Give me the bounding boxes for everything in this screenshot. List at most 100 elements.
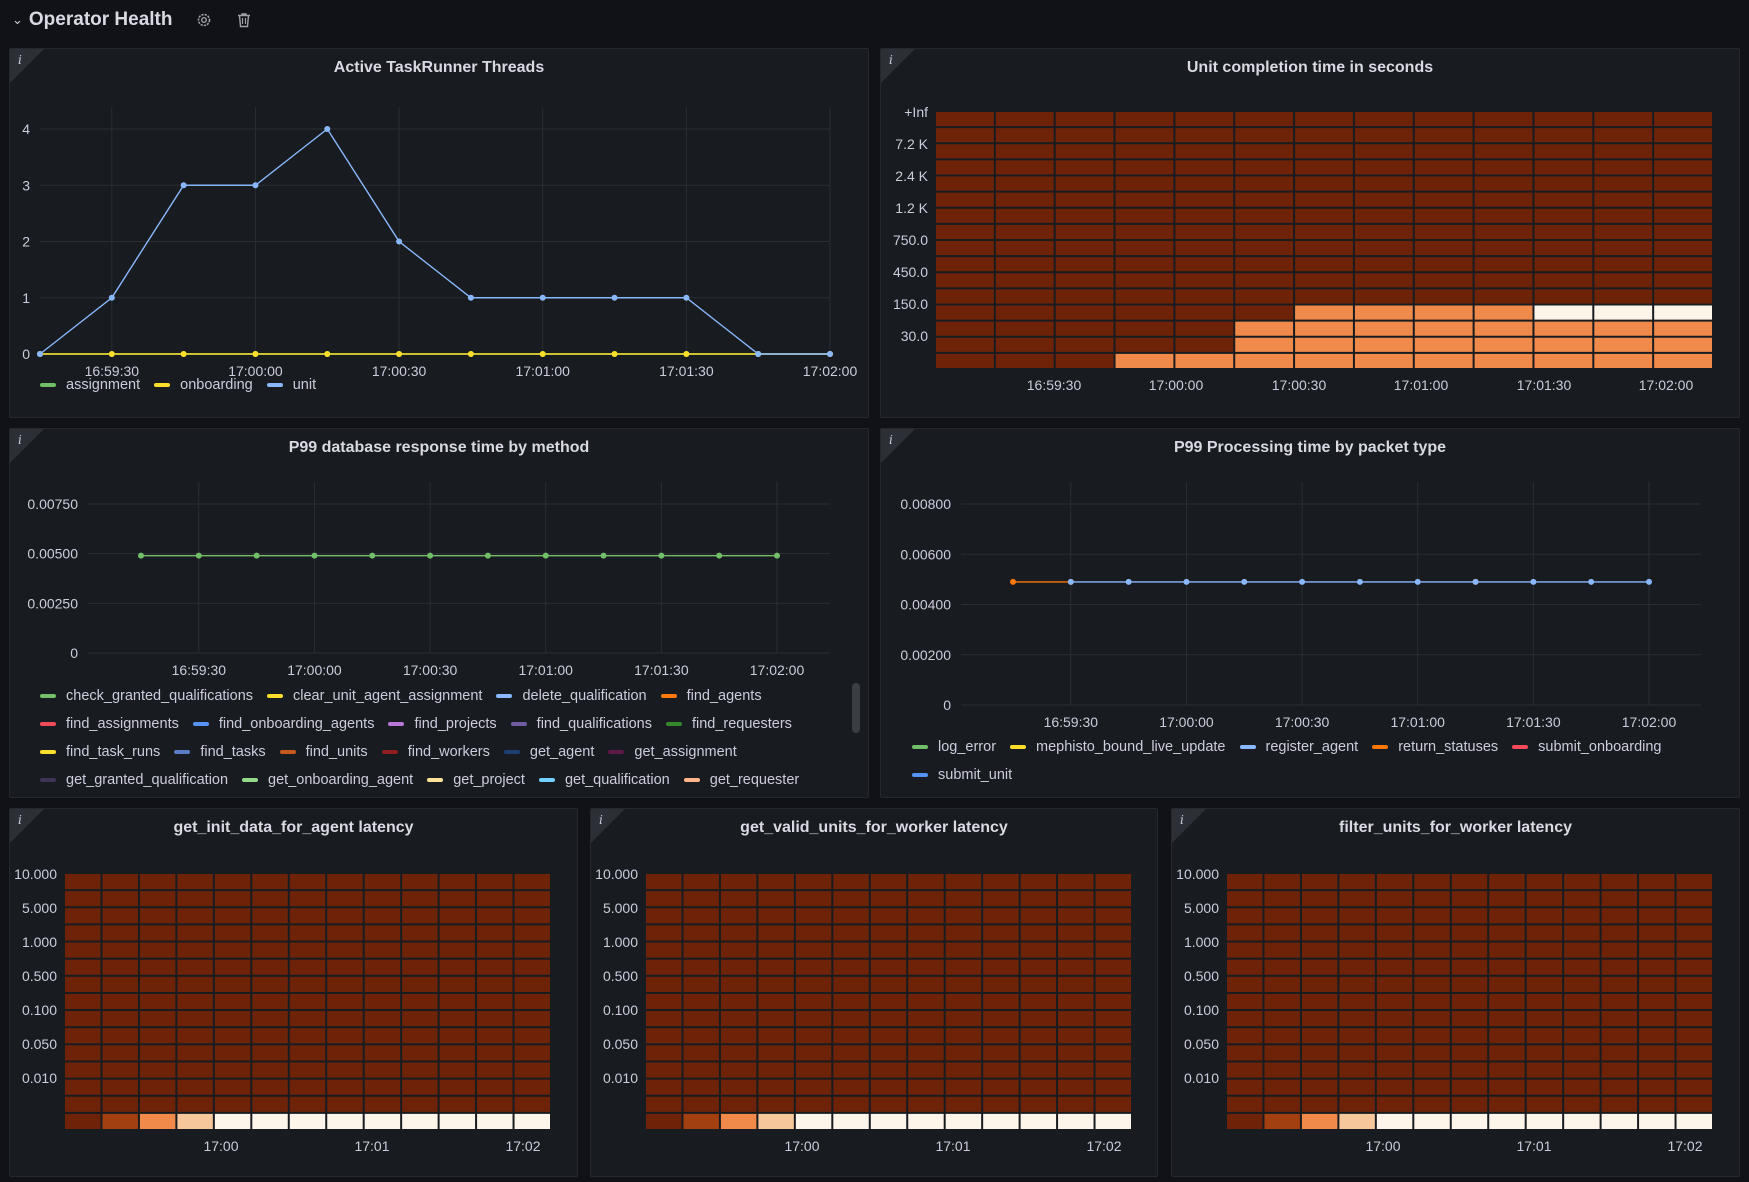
panel-title[interactable]: Active TaskRunner Threads [333, 59, 545, 76]
panel-title[interactable]: P99 Processing time by packet type [1173, 439, 1447, 456]
heatmap-cell [936, 241, 994, 256]
y-tick-label: 0.00400 [900, 597, 951, 613]
heatmap-cell [65, 976, 101, 992]
x-tick-label: 17:01:30 [1517, 377, 1572, 393]
info-icon[interactable]: i [599, 813, 603, 827]
panel-active-taskrunner-threads[interactable]: i Active TaskRunner Threads 0 1 2 3 4 16:59:3… [9, 48, 869, 418]
panel-title[interactable]: P99 database response time by method [288, 439, 590, 456]
legend-item-return_statuses[interactable]: return_statuses [1372, 733, 1498, 761]
legend-item-log_error[interactable]: log_error [912, 733, 996, 761]
heatmap-cell [646, 1062, 682, 1078]
panel-p99-processing-time[interactable]: i P99 Processing time by packet type 0 0.… [880, 428, 1740, 798]
legend-item-register_agent[interactable]: register_agent [1239, 733, 1358, 761]
panel-filter-units-latency[interactable]: i filter_units_for_worker latency 10.000… [1171, 808, 1740, 1177]
info-icon[interactable]: i [18, 813, 22, 827]
info-icon[interactable]: i [18, 433, 22, 447]
legend-swatch [665, 722, 682, 726]
heatmap-cell [1414, 144, 1473, 159]
legend-item-find_requesters[interactable]: find_requesters [665, 710, 792, 738]
heatmap-cell [795, 1062, 832, 1078]
panel-get-init-data-latency[interactable]: i get_init_data_for_agent latency 10.000… [9, 808, 578, 1177]
heatmap-cell [1676, 1113, 1712, 1129]
heatmap-cell [720, 925, 757, 941]
legend-item-find_qualifications[interactable]: find_qualifications [510, 710, 652, 738]
heatmap-cell [214, 959, 251, 975]
heatmap-cell [1534, 257, 1593, 272]
heatmap-cell [936, 112, 994, 127]
heatmap-cell [1295, 176, 1353, 191]
legend-item-unit[interactable]: unit [266, 371, 316, 399]
info-icon[interactable]: i [1180, 813, 1184, 827]
y-tick-label: 0.500 [603, 968, 638, 984]
heatmap-cell [1601, 1045, 1638, 1061]
trash-icon[interactable] [235, 11, 253, 29]
legend-item-delete_qualification[interactable]: delete_qualification [496, 682, 647, 710]
panel-p99-database-response[interactable]: i P99 database response time by method 0… [9, 428, 869, 798]
legend-item-find_onboarding_agents[interactable]: find_onboarding_agents [192, 710, 374, 738]
info-icon[interactable]: i [18, 53, 22, 67]
heatmap-cell [1414, 925, 1450, 941]
legend-item-find_units[interactable]: find_units [279, 738, 368, 766]
panel-get-valid-units-latency[interactable]: i get_valid_units_for_worker latency 10.… [590, 808, 1158, 1177]
heatmap-cell [1601, 1096, 1638, 1112]
series-point-onboarding [683, 351, 690, 357]
legend-item-find_workers[interactable]: find_workers [381, 738, 490, 766]
legend-item-onboarding[interactable]: onboarding [154, 371, 253, 399]
legend-item-find_tasks[interactable]: find_tasks [174, 738, 266, 766]
heatmap-cell [683, 908, 719, 924]
heatmap-cell [1376, 976, 1413, 992]
heatmap-cell [936, 305, 994, 320]
heatmap-cell [945, 891, 982, 907]
legend-item-mephisto_bound_live_update[interactable]: mephisto_bound_live_update [1010, 733, 1226, 761]
y-tick-label: 10.000 [595, 866, 638, 882]
heatmap-cell [995, 160, 1054, 175]
panel-title[interactable]: Unit completion time in seconds [1186, 59, 1434, 76]
heatmap-cell [1227, 874, 1263, 890]
heatmap-cell [1301, 1113, 1338, 1129]
row-title[interactable]: Operator Health [28, 9, 173, 30]
heatmap-cell [833, 959, 869, 975]
heatmap-cell [402, 925, 438, 941]
heatmap-cell [439, 925, 476, 941]
legend-item-find_assignments[interactable]: find_assignments [40, 710, 179, 738]
legend-item-submit_onboarding[interactable]: submit_onboarding [1512, 733, 1662, 761]
chevron-down-icon[interactable]: ⌄ [12, 12, 23, 27]
legend-item-get_qualification[interactable]: get_qualification [538, 766, 670, 794]
info-icon[interactable]: i [889, 53, 893, 67]
legend-item-check_granted_qualifications[interactable]: check_granted_qualifications [40, 682, 253, 710]
legend-item-get_requester[interactable]: get_requester [683, 766, 799, 794]
heatmap-cell [252, 942, 288, 958]
legend-scrollbar[interactable] [852, 683, 860, 733]
heatmap-cell [833, 1045, 869, 1061]
heatmap-cell [1295, 112, 1353, 127]
heatmap-cell [1095, 976, 1131, 992]
heatmap-cell [65, 959, 101, 975]
legend-item-submit_unit[interactable]: submit_unit [912, 761, 1012, 789]
legend-item-get_project[interactable]: get_project [427, 766, 525, 794]
panel-title[interactable]: filter_units_for_worker latency [1339, 819, 1572, 836]
heatmap-cell [936, 289, 994, 304]
heatmap-cell [1115, 257, 1174, 272]
y-tick-label: 0.00750 [27, 496, 78, 512]
panel-title[interactable]: get_init_data_for_agent latency [173, 819, 414, 836]
legend-item-get_agent[interactable]: get_agent [503, 738, 594, 766]
heatmap-cell [139, 942, 176, 958]
heatmap-cell [364, 959, 401, 975]
heatmap-cell [683, 976, 719, 992]
heatmap-cell [102, 1028, 138, 1044]
legend-item-assignment[interactable]: assignment [40, 371, 140, 399]
legend-item-get_granted_qualification[interactable]: get_granted_qualification [40, 766, 228, 794]
legend-item-find_task_runs[interactable]: find_task_runs [40, 738, 160, 766]
heatmap-cell [833, 942, 869, 958]
gear-icon[interactable] [195, 11, 213, 29]
heatmap-cell [1414, 321, 1473, 336]
legend-item-get_onboarding_agent[interactable]: get_onboarding_agent [242, 766, 413, 794]
legend-item-get_assignment[interactable]: get_assignment [608, 738, 737, 766]
legend-item-find_agents[interactable]: find_agents [660, 682, 762, 710]
panel-title[interactable]: get_valid_units_for_worker latency [740, 819, 1008, 836]
heatmap-cell [1376, 993, 1413, 1010]
legend-item-find_projects[interactable]: find_projects [388, 710, 497, 738]
info-icon[interactable]: i [889, 433, 893, 447]
legend-item-clear_unit_agent_assignment[interactable]: clear_unit_agent_assignment [267, 682, 482, 710]
panel-unit-completion-time[interactable]: i Unit completion time in seconds +Inf 7.… [880, 48, 1740, 418]
